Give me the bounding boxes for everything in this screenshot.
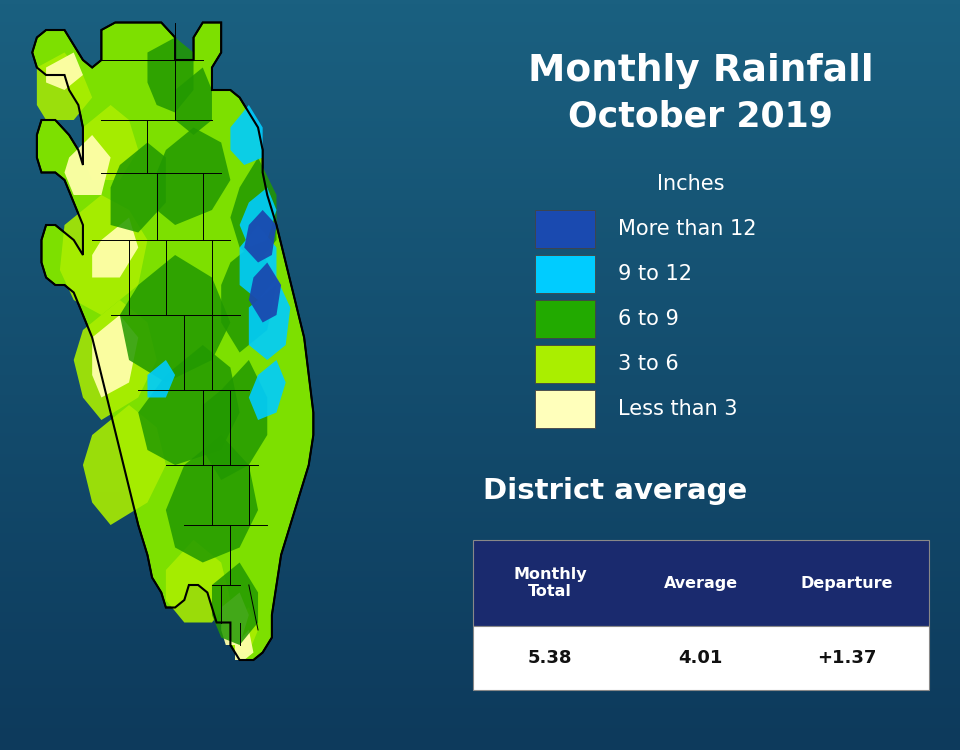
FancyBboxPatch shape [535, 210, 594, 248]
Text: 3 to 6: 3 to 6 [618, 354, 679, 374]
Polygon shape [175, 68, 212, 135]
Polygon shape [240, 188, 276, 248]
Polygon shape [166, 435, 258, 562]
Polygon shape [249, 360, 286, 420]
Text: District average: District average [483, 477, 747, 506]
Polygon shape [244, 210, 276, 262]
Polygon shape [83, 405, 166, 525]
Polygon shape [46, 53, 83, 90]
Polygon shape [36, 53, 92, 120]
Text: Inches: Inches [657, 174, 724, 194]
Polygon shape [249, 262, 281, 322]
Text: Less than 3: Less than 3 [618, 399, 737, 418]
Polygon shape [92, 315, 138, 398]
Polygon shape [235, 630, 253, 660]
FancyBboxPatch shape [535, 255, 594, 292]
Polygon shape [138, 345, 240, 465]
Polygon shape [230, 608, 258, 652]
FancyBboxPatch shape [472, 626, 929, 690]
Polygon shape [83, 105, 138, 180]
Polygon shape [74, 300, 156, 420]
Polygon shape [221, 592, 249, 645]
Polygon shape [148, 38, 194, 112]
Text: Departure: Departure [801, 576, 893, 591]
Polygon shape [110, 142, 166, 232]
Polygon shape [212, 562, 258, 645]
Polygon shape [166, 540, 230, 622]
Polygon shape [64, 135, 110, 195]
Text: Monthly Rainfall: Monthly Rainfall [528, 53, 874, 89]
Polygon shape [33, 22, 313, 660]
Polygon shape [156, 128, 230, 225]
Polygon shape [230, 158, 276, 262]
FancyBboxPatch shape [472, 540, 929, 626]
Text: Monthly
Total: Monthly Total [514, 567, 588, 599]
Polygon shape [60, 195, 148, 315]
FancyBboxPatch shape [535, 345, 594, 382]
Polygon shape [230, 105, 263, 165]
Text: More than 12: More than 12 [618, 219, 756, 239]
FancyBboxPatch shape [535, 300, 594, 338]
Text: 4.01: 4.01 [679, 649, 723, 668]
Polygon shape [148, 360, 175, 398]
Polygon shape [249, 278, 290, 360]
Text: October 2019: October 2019 [568, 99, 833, 134]
Text: Average: Average [663, 576, 738, 591]
Text: 9 to 12: 9 to 12 [618, 264, 692, 284]
FancyBboxPatch shape [535, 390, 594, 427]
Polygon shape [92, 217, 138, 278]
Text: 6 to 9: 6 to 9 [618, 309, 679, 328]
Polygon shape [240, 225, 276, 300]
Polygon shape [203, 360, 267, 480]
Text: +1.37: +1.37 [817, 649, 876, 668]
Text: 5.38: 5.38 [528, 649, 572, 668]
Polygon shape [221, 240, 276, 352]
Polygon shape [120, 255, 230, 382]
